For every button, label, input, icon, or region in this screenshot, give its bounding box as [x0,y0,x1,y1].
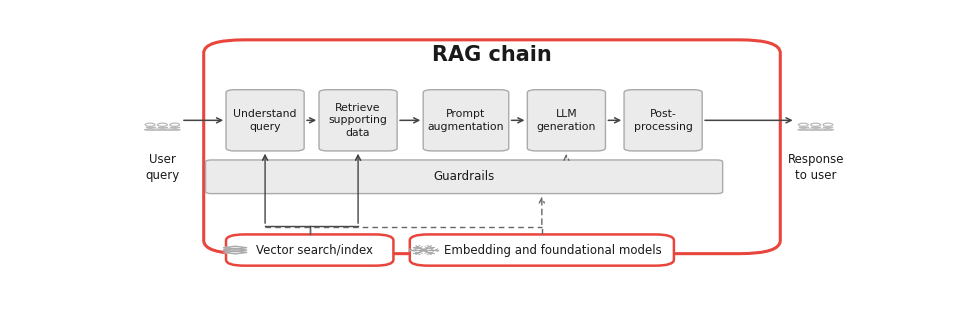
Polygon shape [224,251,247,254]
FancyBboxPatch shape [624,90,702,151]
FancyBboxPatch shape [204,40,780,254]
Polygon shape [224,246,247,249]
FancyBboxPatch shape [226,234,394,266]
FancyBboxPatch shape [226,90,304,151]
Text: Retrieve
supporting
data: Retrieve supporting data [328,103,388,138]
Text: Response
to user: Response to user [787,153,844,182]
Circle shape [420,249,426,251]
Text: Embedding and foundational models: Embedding and foundational models [444,244,661,256]
Text: Understand
query: Understand query [233,109,297,132]
Text: Prompt
augmentation: Prompt augmentation [428,109,504,132]
FancyBboxPatch shape [205,160,723,193]
Text: RAG chain: RAG chain [432,46,552,66]
FancyBboxPatch shape [423,90,509,151]
Text: Guardrails: Guardrails [434,170,494,183]
Text: Post-
processing: Post- processing [634,109,692,132]
Text: Vector search/index: Vector search/index [256,244,373,256]
FancyBboxPatch shape [527,90,606,151]
FancyBboxPatch shape [319,90,397,151]
Text: LLM
generation: LLM generation [537,109,596,132]
Polygon shape [224,249,247,251]
FancyBboxPatch shape [410,234,674,266]
Text: User
query: User query [145,153,180,182]
